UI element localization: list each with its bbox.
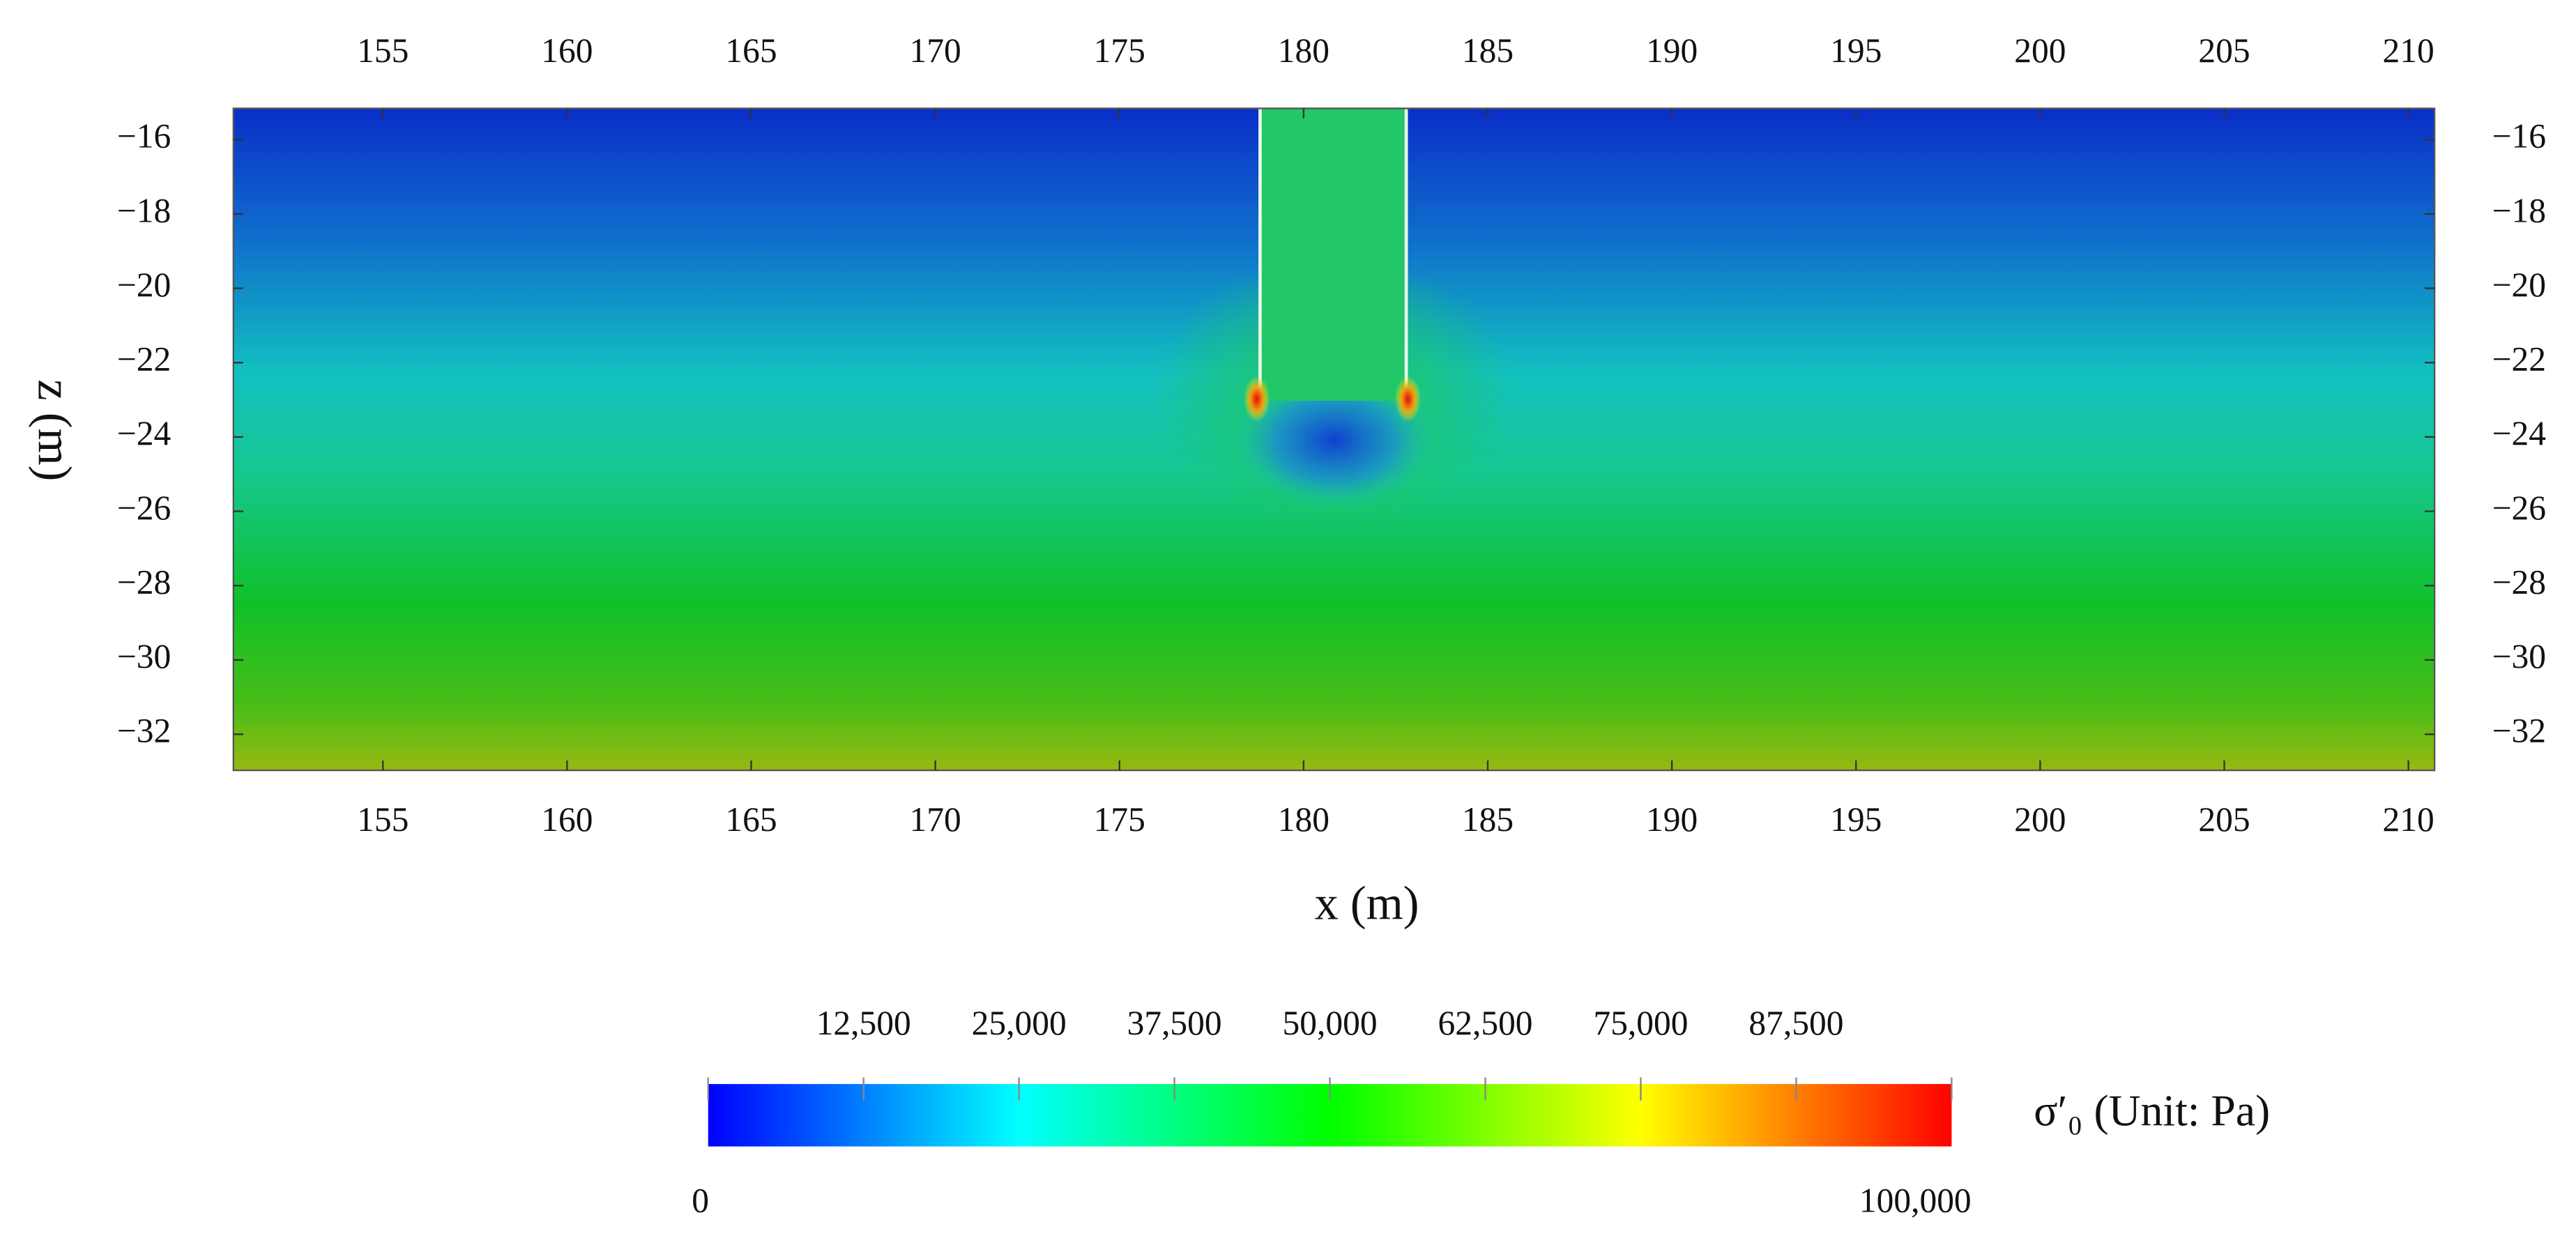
- colorbar-tick-label: 25,000: [972, 1004, 1067, 1042]
- x-tick-label: 185: [1462, 31, 1514, 70]
- x-tick-label: 195: [1830, 800, 1882, 839]
- y-tick-label: −20: [2492, 266, 2546, 304]
- x-tick-label: 170: [910, 31, 961, 70]
- colorbar-tick-label: 50,000: [1283, 1004, 1378, 1042]
- x-tick-label: 155: [357, 800, 409, 839]
- x-tick-label: 200: [2014, 31, 2066, 70]
- x-tick-label: 155: [357, 31, 409, 70]
- x-tick-label: 160: [541, 31, 593, 70]
- y-tick-label: −28: [2492, 563, 2546, 601]
- x-tick-label: 170: [910, 800, 961, 839]
- y-tick-label: −16: [2492, 117, 2546, 155]
- y-tick-label: −22: [2492, 340, 2546, 379]
- colorbar-tick-label: 87,500: [1748, 1004, 1843, 1042]
- y-tick-label: −20: [117, 266, 171, 304]
- x-tick-label: 205: [2198, 800, 2250, 839]
- x-tick-label: 200: [2014, 800, 2066, 839]
- field: [233, 108, 2435, 771]
- x-tick-label: 195: [1830, 31, 1882, 70]
- plot-frame: [232, 107, 2436, 772]
- y-tick-label: −26: [2492, 489, 2546, 527]
- colorbar-tick-label: 100,000: [1859, 1181, 1972, 1219]
- colorbar-tick-label: 12,500: [816, 1004, 911, 1042]
- x-tick-label: 180: [1278, 800, 1329, 839]
- x-tick-label: 205: [2198, 31, 2250, 70]
- y-tick-label: −32: [117, 712, 171, 750]
- y-tick-label: −18: [117, 191, 171, 229]
- x-tick-label: 165: [725, 800, 777, 839]
- y-tick-label: −24: [117, 414, 171, 452]
- stress-peak: [1243, 376, 1270, 422]
- colorbar-label: σ′₀ (Unit: Pa): [2034, 1085, 2270, 1135]
- y-tick-label: −32: [2492, 712, 2546, 750]
- x-tick-label: 180: [1278, 31, 1329, 70]
- y-tick-label: −26: [117, 489, 171, 527]
- y-tick-label: −28: [117, 563, 171, 601]
- x-tick-label: 210: [2383, 800, 2434, 839]
- y-tick-label: −18: [2492, 191, 2546, 229]
- colorbar-tick-label: 37,500: [1127, 1004, 1222, 1042]
- y-tick-label: −16: [117, 117, 171, 155]
- colorbar-tick-label: 62,500: [1438, 1004, 1533, 1042]
- x-tick-label: 175: [1094, 800, 1145, 839]
- y-tick-label: −30: [117, 637, 171, 675]
- x-tick-label: 165: [725, 31, 777, 70]
- stress-peak: [1394, 376, 1422, 422]
- y-axis-label: z (m): [28, 379, 81, 481]
- y-tick-label: −24: [2492, 414, 2546, 452]
- y-tick-label: −22: [117, 340, 171, 379]
- y-tick-label: −30: [2492, 637, 2546, 675]
- colorbar-tick-label: 75,000: [1593, 1004, 1688, 1042]
- pile: [1260, 108, 1407, 401]
- x-tick-label: 185: [1462, 800, 1514, 839]
- x-axis-label: x (m): [1315, 877, 1419, 930]
- x-tick-label: 190: [1646, 800, 1698, 839]
- colorbar-tick-label: 0: [692, 1181, 709, 1219]
- x-tick-label: 190: [1646, 31, 1698, 70]
- x-tick-label: 175: [1094, 31, 1145, 70]
- x-tick-label: 160: [541, 800, 593, 839]
- x-tick-label: 210: [2383, 31, 2434, 70]
- low-stress-bulb: [1232, 371, 1436, 510]
